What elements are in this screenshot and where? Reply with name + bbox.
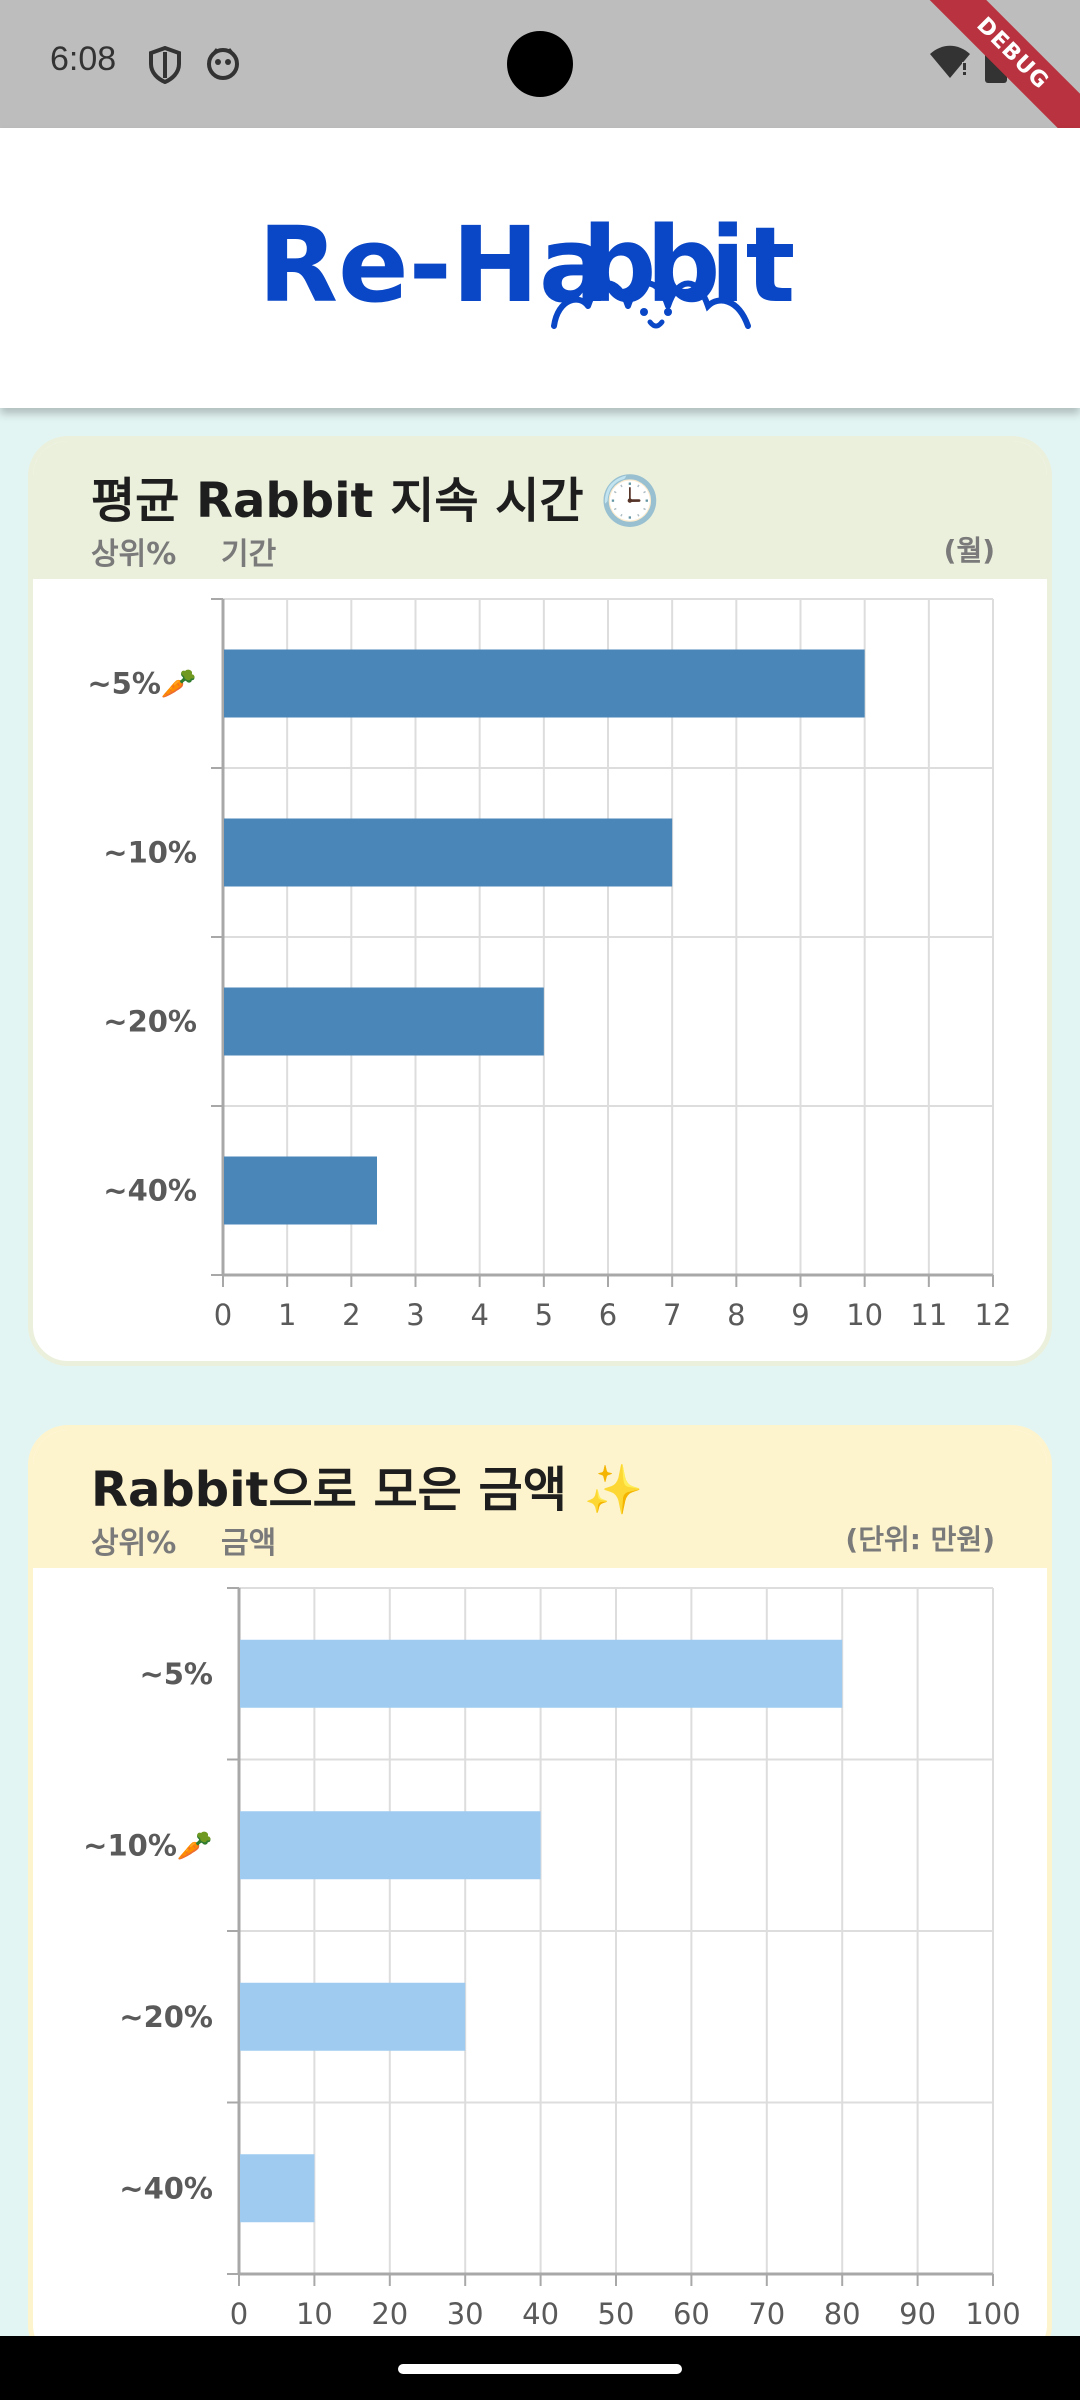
duration-x-tick-label: 12 bbox=[975, 1298, 1012, 1332]
duration-chart-card: 평균 Rabbit 지속 시간 🕒 상위% 기간 (월) ~5%🥕 ~10% ~20… bbox=[28, 436, 1052, 1366]
savings-x-tick-label: 70 bbox=[748, 2297, 785, 2331]
duration-category-label: ~5%🥕 bbox=[87, 667, 197, 701]
savings-category-label: ~5% bbox=[139, 1657, 213, 1691]
savings-x-tick-label: 50 bbox=[598, 2297, 635, 2331]
status-time: 6:08 bbox=[50, 40, 117, 78]
duration-rank-label: 상위% bbox=[91, 537, 177, 572]
savings-x-tick-label: 60 bbox=[673, 2297, 710, 2331]
duration-x-tick-label: 9 bbox=[791, 1298, 809, 1332]
savings-chart-header: Rabbit으로 모은 금액 ✨ 상위% 금액 (단위: 만원) bbox=[33, 1430, 1047, 1568]
duration-bar bbox=[224, 649, 865, 718]
duration-x-tick-label: 6 bbox=[599, 1298, 617, 1332]
savings-category-label: ~20% bbox=[119, 2000, 213, 2034]
wifi-icon bbox=[928, 42, 972, 84]
savings-metric-label: 금액 bbox=[221, 1526, 277, 1561]
status-bar: 6:08 DEBUG bbox=[0, 0, 1080, 161]
savings-chart-title: Rabbit으로 모은 금액 ✨ bbox=[91, 1462, 644, 1518]
duration-bar bbox=[224, 818, 673, 887]
duration-x-tick-label: 7 bbox=[663, 1298, 681, 1332]
duration-x-tick-label: 8 bbox=[727, 1298, 745, 1332]
svg-text:b: b bbox=[582, 206, 656, 326]
savings-category-label: ~10%🥕 bbox=[83, 1828, 213, 1862]
savings-x-tick-label: 10 bbox=[296, 2297, 333, 2331]
savings-category-label: ~40% bbox=[119, 2171, 213, 2205]
savings-x-tick-label: 30 bbox=[447, 2297, 484, 2331]
duration-chart-title: 평균 Rabbit 지속 시간 🕒 bbox=[91, 473, 661, 529]
savings-x-tick-label: 40 bbox=[522, 2297, 559, 2331]
duration-x-tick-label: 11 bbox=[910, 1298, 947, 1332]
savings-chart-card: Rabbit으로 모은 금액 ✨ 상위% 금액 (단위: 만원) ~5% ~10%… bbox=[28, 1425, 1052, 2365]
savings-x-tick-label: 80 bbox=[824, 2297, 861, 2331]
app-notification-icon bbox=[206, 46, 240, 84]
duration-x-tick-label: 1 bbox=[278, 1298, 296, 1332]
duration-unit-label: (월) bbox=[943, 534, 995, 567]
duration-metric-label: 기간 bbox=[221, 537, 277, 572]
duration-x-tick-label: 4 bbox=[470, 1298, 488, 1332]
home-gesture-handle[interactable] bbox=[398, 2364, 682, 2374]
duration-x-tick-label: 3 bbox=[406, 1298, 424, 1332]
savings-bar bbox=[240, 1639, 843, 1708]
savings-x-tick-label: 0 bbox=[230, 2297, 248, 2331]
duration-x-tick-label: 10 bbox=[846, 1298, 883, 1332]
svg-text:Re-Ha: Re-Ha bbox=[258, 206, 609, 326]
duration-category-label: ~40% bbox=[103, 1174, 197, 1208]
savings-x-tick-label: 90 bbox=[899, 2297, 936, 2331]
svg-text:it: it bbox=[710, 206, 795, 326]
duration-bar bbox=[224, 987, 544, 1056]
savings-bar bbox=[240, 1982, 466, 2051]
app-logo: Re-Ha b b it bbox=[258, 206, 795, 329]
shield-icon bbox=[148, 45, 182, 88]
duration-chart-header: 평균 Rabbit 지속 시간 🕒 상위% 기간 (월) bbox=[33, 441, 1047, 579]
camera-cutout bbox=[507, 31, 573, 97]
savings-unit-label: (단위: 만원) bbox=[845, 1523, 995, 1556]
duration-x-tick-label: 2 bbox=[342, 1298, 360, 1332]
duration-bar bbox=[224, 1156, 377, 1225]
savings-bar bbox=[240, 1811, 541, 1880]
app-header: Re-Ha b b it bbox=[0, 128, 1080, 408]
savings-bar-chart: ~5% ~10%🥕 ~20% ~40% 0 10 20 30 40 50 60 70 80 90 100 bbox=[83, 1587, 1021, 2331]
savings-x-tick-label: 100 bbox=[965, 2297, 1020, 2331]
duration-x-tick-label: 5 bbox=[535, 1298, 553, 1332]
savings-bar bbox=[240, 2154, 315, 2223]
duration-x-tick-label: 0 bbox=[214, 1298, 232, 1332]
savings-rank-label: 상위% bbox=[91, 1526, 177, 1561]
savings-x-tick-label: 20 bbox=[371, 2297, 408, 2331]
duration-category-label: ~20% bbox=[103, 1005, 197, 1039]
duration-bar-chart: ~5%🥕~10%~20%~40%0 1 2 3 4 5 6 7 8 9 10 11 12 bbox=[87, 598, 1012, 1332]
duration-category-label: ~10% bbox=[103, 836, 197, 870]
